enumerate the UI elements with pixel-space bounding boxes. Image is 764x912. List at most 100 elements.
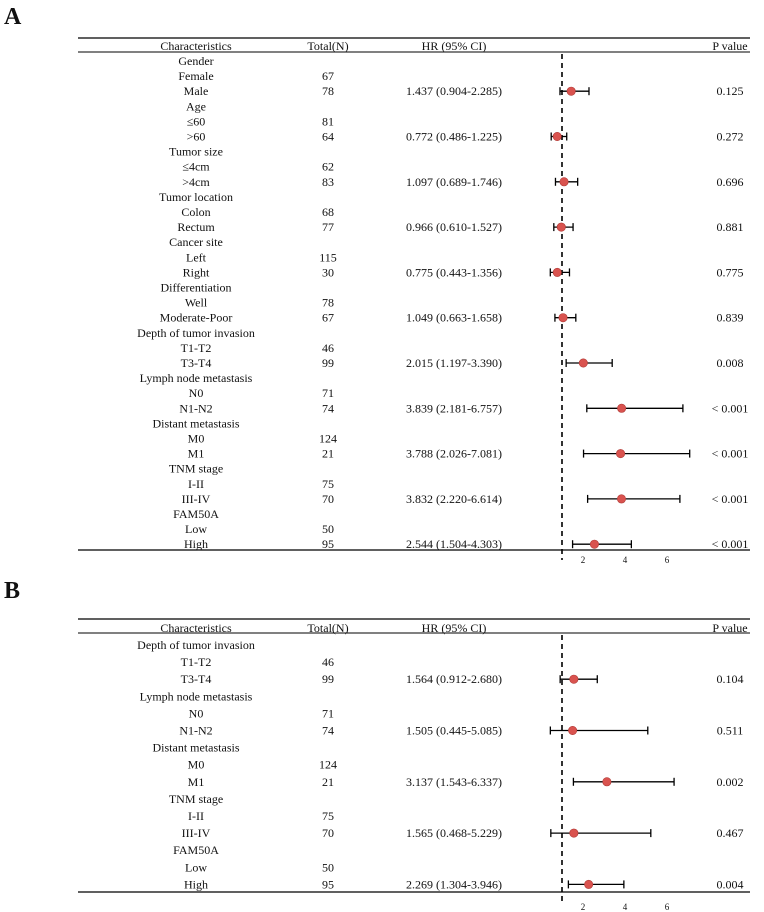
column-header-characteristics: Characteristics — [160, 621, 232, 635]
row-total-n: 64 — [322, 130, 334, 144]
row-total-n: 124 — [319, 758, 337, 772]
column-header-total: Total(N) — [307, 39, 348, 53]
forest-panel-b — [78, 618, 750, 902]
row-p-value: 0.004 — [717, 877, 744, 891]
row-category-label: Left — [186, 250, 207, 264]
row-total-n: 21 — [322, 775, 334, 789]
row-hr-ci: 2.269 (1.304-3.946) — [406, 877, 502, 891]
row-group-label: Depth of tumor invasion — [137, 326, 255, 340]
row-category-label: >4cm — [182, 175, 210, 189]
row-category-label: N0 — [189, 706, 204, 720]
row-group-label: TNM stage — [169, 792, 223, 806]
row-category-label: T1-T2 — [181, 655, 212, 669]
hr-point — [552, 132, 562, 142]
row-total-n: 50 — [322, 860, 334, 874]
row-total-n: 81 — [322, 114, 334, 128]
hr-point — [569, 828, 579, 838]
row-hr-ci: 3.832 (2.220-6.614) — [406, 492, 502, 506]
row-category-label: Female — [178, 69, 213, 83]
row-category-label: ≤60 — [187, 114, 206, 128]
row-hr-ci: 1.565 (0.468-5.229) — [406, 826, 502, 840]
row-hr-ci: 0.775 (0.443-1.356) — [406, 265, 502, 279]
row-category-label: ≤4cm — [182, 160, 210, 174]
x-tick-label: 4 — [623, 902, 628, 912]
row-category-label: M0 — [188, 432, 205, 446]
hr-point — [589, 539, 599, 549]
row-total-n: 46 — [322, 341, 334, 355]
row-category-label: Well — [185, 296, 208, 310]
row-total-n: 70 — [322, 826, 334, 840]
row-category-label: M0 — [188, 758, 205, 772]
row-group-label: Gender — [178, 54, 213, 68]
row-category-label: High — [184, 877, 208, 891]
row-total-n: 75 — [322, 477, 334, 491]
row-group-label: Age — [186, 99, 206, 113]
row-total-n: 74 — [322, 724, 334, 738]
row-total-n: 77 — [322, 220, 334, 234]
row-p-value: 0.775 — [717, 265, 744, 279]
row-total-n: 99 — [322, 356, 334, 370]
hr-point — [552, 267, 562, 277]
row-hr-ci: 2.544 (1.504-4.303) — [406, 537, 502, 551]
x-tick-label: 2 — [581, 902, 586, 912]
x-tick-label: 2 — [581, 555, 586, 565]
row-total-n: 62 — [322, 160, 334, 174]
row-total-n: 75 — [322, 809, 334, 823]
row-group-label: Differentiation — [160, 281, 231, 295]
x-tick-label: 6 — [665, 555, 670, 565]
row-p-value: < 0.001 — [712, 537, 749, 551]
row-category-label: Low — [185, 860, 207, 874]
column-header-hr: HR (95% CI) — [422, 39, 487, 53]
row-category-label: III-IV — [182, 826, 211, 840]
row-total-n: 95 — [322, 877, 334, 891]
column-header-hr: HR (95% CI) — [422, 621, 487, 635]
row-total-n: 115 — [319, 250, 337, 264]
x-tick-label: 6 — [665, 902, 670, 912]
row-total-n: 50 — [322, 522, 334, 536]
row-total-n: 70 — [322, 492, 334, 506]
row-group-label: Tumor location — [159, 190, 233, 204]
row-category-label: High — [184, 537, 208, 551]
row-p-value: 0.272 — [717, 130, 744, 144]
row-p-value: 0.881 — [717, 220, 744, 234]
panel-b-letter: B — [4, 578, 21, 604]
row-category-label: M1 — [188, 775, 205, 789]
row-total-n: 71 — [322, 706, 334, 720]
row-category-label: Colon — [181, 205, 210, 219]
hr-point — [569, 674, 579, 684]
hr-point — [566, 86, 576, 96]
hr-point — [559, 177, 569, 187]
row-category-label: T3-T4 — [181, 672, 212, 686]
row-category-label: N1-N2 — [179, 401, 212, 415]
row-group-label: FAM50A — [173, 507, 219, 521]
row-hr-ci: 2.015 (1.197-3.390) — [406, 356, 502, 370]
hr-point — [616, 449, 626, 459]
row-category-label: >60 — [187, 130, 206, 144]
row-hr-ci: 3.788 (2.026-7.081) — [406, 447, 502, 461]
row-hr-ci: 1.564 (0.912-2.680) — [406, 672, 502, 686]
row-group-label: TNM stage — [169, 462, 223, 476]
hr-point — [578, 358, 588, 368]
row-total-n: 78 — [322, 84, 334, 98]
row-p-value: 0.002 — [717, 775, 744, 789]
hr-point — [558, 313, 568, 323]
row-hr-ci: 1.437 (0.904-2.285) — [406, 84, 502, 98]
row-category-label: T3-T4 — [181, 356, 212, 370]
hr-point — [584, 879, 594, 889]
row-hr-ci: 1.097 (0.689-1.746) — [406, 175, 502, 189]
row-p-value: 0.511 — [717, 724, 744, 738]
row-category-label: Right — [183, 265, 210, 279]
row-total-n: 67 — [322, 311, 334, 325]
row-group-label: Cancer site — [169, 235, 223, 249]
row-p-value: 0.125 — [717, 84, 744, 98]
row-hr-ci: 1.505 (0.445-5.085) — [406, 724, 502, 738]
row-total-n: 99 — [322, 672, 334, 686]
x-tick-label: 4 — [623, 555, 628, 565]
row-total-n: 71 — [322, 386, 334, 400]
row-group-label: Distant metastasis — [153, 741, 240, 755]
row-p-value: 0.104 — [717, 672, 744, 686]
row-category-label: I-II — [188, 809, 204, 823]
row-total-n: 124 — [319, 432, 337, 446]
forest-panel-a — [78, 37, 750, 560]
row-p-value: 0.467 — [717, 826, 744, 840]
